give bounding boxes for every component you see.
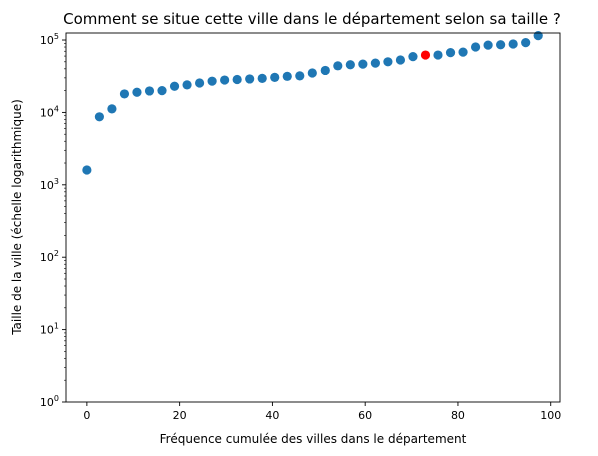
data-point: [245, 74, 255, 84]
data-point: [257, 73, 267, 83]
x-tick-label: 60: [358, 409, 372, 422]
data-point: [107, 104, 117, 114]
data-point: [533, 31, 543, 41]
data-point: [82, 165, 92, 175]
data-point: [282, 71, 292, 81]
x-axis-ticks: 0 20 40 60 80 100: [83, 402, 561, 422]
data-point: [383, 57, 393, 67]
x-axis-label: Fréquence cumulée des villes dans le dép…: [160, 432, 467, 446]
y-tick-exponent: 4: [54, 104, 59, 113]
y-tick-exponent: 0: [54, 394, 59, 403]
data-point: [320, 65, 330, 76]
chart-title: Comment se situe cette ville dans le dép…: [63, 10, 561, 28]
x-tick-label: 100: [540, 409, 561, 422]
data-point: [119, 89, 130, 99]
y-tick-base: 10: [40, 251, 54, 264]
x-tick-label: 20: [173, 409, 187, 422]
data-point: [232, 74, 242, 85]
y-tick-base: 10: [40, 396, 54, 409]
data-point: [345, 60, 355, 70]
plot-frame: [65, 32, 561, 403]
y-tick-exponent: 1: [54, 322, 59, 331]
data-point: [94, 112, 104, 122]
y-tick-base: 10: [40, 324, 54, 337]
y-tick-base: 10: [40, 34, 54, 47]
highlighted-point: [420, 50, 431, 60]
data-point: [194, 78, 205, 88]
data-point: [496, 40, 506, 50]
y-tick-exponent: 5: [54, 32, 59, 41]
y-tick-exponent: 2: [54, 249, 59, 258]
data-point: [521, 38, 531, 48]
y-tick-base: 10: [40, 106, 54, 119]
y-tick-label: 105: [40, 32, 59, 47]
data-point: [157, 86, 167, 96]
data-points: [82, 31, 543, 175]
y-tick-label: 101: [40, 322, 59, 337]
data-point: [470, 42, 481, 52]
data-point: [445, 48, 456, 58]
data-point: [433, 50, 443, 60]
data-point: [508, 39, 518, 49]
data-point: [333, 61, 343, 71]
data-point: [358, 59, 368, 69]
y-tick-label: 102: [40, 249, 59, 264]
x-tick-label: 0: [83, 409, 90, 422]
data-point: [395, 55, 406, 65]
data-point: [295, 71, 305, 81]
x-tick-label: 80: [451, 409, 465, 422]
data-point: [483, 40, 493, 50]
y-tick-label: 104: [40, 104, 59, 119]
data-point: [370, 58, 380, 68]
data-point: [307, 68, 317, 78]
data-point: [169, 81, 180, 91]
data-point: [220, 75, 230, 85]
y-tick-exponent: 3: [54, 177, 59, 186]
data-point: [270, 72, 280, 82]
data-point: [132, 87, 142, 97]
data-point: [207, 76, 217, 86]
data-point: [182, 80, 192, 90]
y-tick-label: 100: [40, 394, 59, 409]
y-tick-base: 10: [40, 179, 54, 192]
x-tick-label: 40: [265, 409, 279, 422]
y-axis-label: Taille de la ville (échelle logarithmiqu…: [10, 99, 24, 336]
y-tick-label: 103: [40, 177, 59, 192]
data-point: [408, 52, 418, 62]
data-point: [144, 86, 155, 96]
data-point: [458, 47, 468, 57]
